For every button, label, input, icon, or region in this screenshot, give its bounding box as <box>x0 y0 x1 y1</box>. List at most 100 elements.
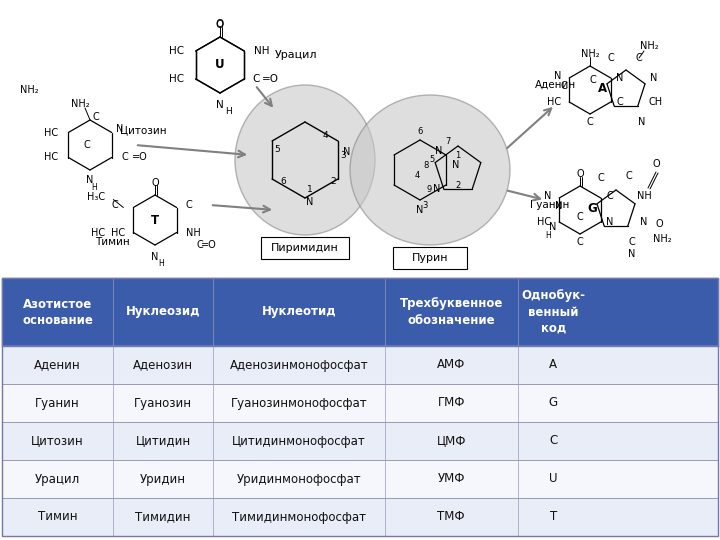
Text: O: O <box>216 20 224 30</box>
Bar <box>2 346 718 384</box>
Text: N: N <box>640 217 648 227</box>
Ellipse shape <box>350 95 510 245</box>
Text: Аденин: Аденин <box>535 80 576 90</box>
Text: N: N <box>544 191 552 201</box>
Text: N: N <box>554 71 562 81</box>
Text: O: O <box>655 219 663 229</box>
Text: U: U <box>549 472 557 485</box>
Text: Гуанин: Гуанин <box>530 200 570 210</box>
Text: C: C <box>93 112 99 122</box>
Text: CH: CH <box>649 97 663 107</box>
Text: Аденин: Аденин <box>34 359 81 372</box>
Text: NH₂: NH₂ <box>71 99 89 109</box>
Text: Аденозинмонофосфат: Аденозинмонофосфат <box>230 359 369 372</box>
Text: 4: 4 <box>322 131 328 139</box>
Text: Урацил: Урацил <box>35 472 80 485</box>
Bar <box>2 422 718 460</box>
Text: N: N <box>650 73 657 83</box>
Bar <box>2 498 718 536</box>
Text: 4: 4 <box>415 171 420 179</box>
FancyBboxPatch shape <box>393 247 467 269</box>
Text: HC: HC <box>168 46 184 56</box>
Text: H: H <box>545 232 551 240</box>
Text: N: N <box>416 205 423 215</box>
Bar <box>2 278 718 536</box>
Text: 5: 5 <box>429 156 435 165</box>
Bar <box>2 460 718 498</box>
Text: C: C <box>561 81 567 91</box>
Text: C: C <box>112 200 118 211</box>
Text: N: N <box>306 197 314 207</box>
Text: Цитидин: Цитидин <box>135 435 191 448</box>
Text: N: N <box>116 125 123 134</box>
Text: Тимин: Тимин <box>95 237 130 247</box>
Text: ГМФ: ГМФ <box>438 396 465 409</box>
Text: N: N <box>436 146 443 156</box>
Text: O: O <box>151 178 159 188</box>
Text: 7: 7 <box>445 137 451 145</box>
Text: T: T <box>151 213 159 226</box>
Text: Аденозин: Аденозин <box>133 359 193 372</box>
Text: C: C <box>577 212 583 222</box>
Text: HC: HC <box>91 227 105 238</box>
Text: Гуанин: Гуанин <box>35 396 80 409</box>
Text: N: N <box>86 175 94 185</box>
Text: ТМФ: ТМФ <box>438 510 465 523</box>
Text: 2: 2 <box>330 178 336 186</box>
Text: ЦМФ: ЦМФ <box>436 435 466 448</box>
Text: Цитозин: Цитозин <box>120 125 166 135</box>
Text: NH: NH <box>186 227 200 238</box>
Text: C: C <box>549 435 557 448</box>
Text: NH₂: NH₂ <box>639 41 658 51</box>
Bar <box>2 278 718 346</box>
Text: N: N <box>555 201 563 211</box>
Text: HC: HC <box>537 217 551 227</box>
Text: G: G <box>587 201 597 214</box>
Text: N: N <box>151 252 158 262</box>
Text: АМФ: АМФ <box>437 359 465 372</box>
Text: O: O <box>216 19 224 29</box>
Text: N: N <box>639 117 646 127</box>
Bar <box>2 384 718 422</box>
Text: N: N <box>606 217 613 227</box>
Text: C: C <box>197 240 203 249</box>
Text: Гуанозинмонофосфат: Гуанозинмонофосфат <box>231 396 367 409</box>
Text: NH₂: NH₂ <box>20 85 39 95</box>
Text: 1: 1 <box>455 151 461 159</box>
Text: =O: =O <box>132 152 148 163</box>
Text: N: N <box>616 73 624 83</box>
Text: 9: 9 <box>426 185 431 193</box>
Text: T: T <box>549 510 557 523</box>
Text: C: C <box>598 173 604 183</box>
Text: Тимидинмонофосфат: Тимидинмонофосфат <box>232 510 366 523</box>
Text: Урацил: Урацил <box>275 50 318 60</box>
Text: Однобук-
венный
код: Однобук- венный код <box>521 289 585 334</box>
Text: HC: HC <box>44 152 58 163</box>
Text: 5: 5 <box>274 145 280 154</box>
Text: Трехбуквенное
обозначение: Трехбуквенное обозначение <box>400 298 503 327</box>
Text: УМФ: УМФ <box>438 472 465 485</box>
Text: C: C <box>626 171 632 181</box>
Text: =O: =O <box>262 74 279 84</box>
Text: C: C <box>84 140 91 150</box>
Text: N: N <box>216 100 224 110</box>
Text: =O: =O <box>201 240 217 249</box>
Text: C: C <box>587 117 593 127</box>
Text: Пурин: Пурин <box>412 253 449 263</box>
Text: C: C <box>607 191 613 201</box>
Text: 8: 8 <box>423 160 428 170</box>
Text: C: C <box>577 237 583 247</box>
Text: Тимидин: Тимидин <box>135 510 191 523</box>
Text: 6: 6 <box>280 178 286 186</box>
Text: Пиримидин: Пиримидин <box>271 243 339 253</box>
Text: HC: HC <box>44 127 58 138</box>
Text: C: C <box>590 75 596 85</box>
Text: A: A <box>598 82 606 94</box>
Text: N: N <box>343 147 351 157</box>
Text: C: C <box>608 53 614 63</box>
Text: N: N <box>629 249 636 259</box>
Text: 6: 6 <box>418 127 423 137</box>
Text: H: H <box>225 106 231 116</box>
Text: Тимин: Тимин <box>37 510 77 523</box>
Text: Гуанозин: Гуанозин <box>134 396 192 409</box>
